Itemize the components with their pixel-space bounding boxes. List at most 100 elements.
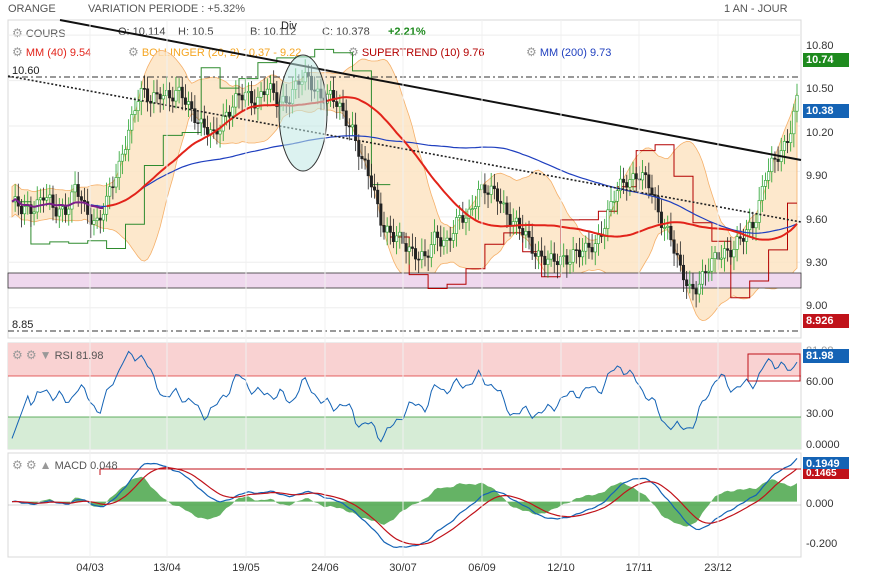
signal-tag: 0.1465 (803, 469, 849, 479)
candle-body (111, 186, 115, 189)
gear-icon[interactable]: ⚙ (348, 45, 359, 59)
rsi-label: RSI (54, 350, 73, 362)
candle-body (767, 171, 771, 181)
candle-body (663, 227, 667, 229)
candle-body (477, 188, 481, 207)
candle-body (369, 175, 373, 188)
macd-header: ⚙ ⚙ ▲ MACD 0.048 (12, 458, 118, 472)
candle-body (158, 93, 162, 100)
candle-body (641, 172, 645, 181)
candle-body (697, 283, 701, 295)
candle-body (442, 240, 446, 247)
candle-body (366, 159, 370, 177)
arrow-down-icon[interactable]: ▼ (39, 348, 52, 362)
candle-body (256, 96, 260, 109)
candle-body (218, 130, 222, 135)
bollinger-legend[interactable]: ⚙ BOLLINGER (20, 2) 10.37 - 9.22 (128, 45, 301, 59)
candle-body (32, 211, 36, 214)
candle-body (644, 172, 648, 176)
candle-body (577, 249, 581, 258)
candle-body (565, 255, 569, 265)
candle-body (606, 209, 610, 229)
candle-body (590, 247, 594, 253)
candle-body (508, 214, 512, 227)
candle-body (347, 125, 351, 128)
candle-body (615, 190, 619, 202)
candle-body (751, 221, 755, 229)
candle-body (502, 202, 506, 205)
candle-body (398, 231, 402, 237)
x-tick-label: 24/06 (311, 562, 339, 574)
y-tick: 10.20 (806, 127, 834, 139)
candle-body (237, 93, 241, 96)
candle-body (473, 206, 477, 209)
candle-body (259, 91, 263, 98)
candle-body (246, 91, 250, 94)
candle-body (29, 204, 33, 214)
candle-body (174, 90, 178, 102)
period-selector[interactable]: 1 AN - JOUR (724, 3, 788, 15)
candle-body (335, 101, 339, 107)
candle-body (376, 189, 380, 205)
x-tick-label: 12/10 (547, 562, 575, 574)
gear-icon[interactable]: ⚙ (128, 45, 139, 59)
candle-body (451, 233, 455, 241)
resistance-trendline (59, 19, 802, 161)
rsi-y-tick: 30.00 (806, 408, 834, 420)
candle-body (127, 129, 131, 150)
candle-body (757, 200, 761, 223)
candle-body (202, 118, 206, 128)
candle-body (719, 257, 723, 260)
candle-body (543, 255, 547, 265)
gear-icon[interactable]: ⚙ (12, 45, 23, 59)
candle-body (455, 217, 459, 234)
candle-body (92, 220, 96, 225)
mm200-legend-label: MM (200) 9.73 (539, 47, 612, 59)
candle-body (67, 208, 71, 215)
x-tick-label: 19/05 (232, 562, 260, 574)
settings-icon[interactable]: ⚙ (25, 458, 37, 472)
dividend-label: Div (281, 20, 297, 32)
candle-body (407, 246, 411, 252)
candle-body (426, 255, 430, 258)
candle-body (530, 236, 534, 254)
supertrend-legend[interactable]: ⚙ SUPERTREND (10) 9.76 (348, 45, 485, 59)
candle-body (574, 249, 578, 251)
candle-body (795, 94, 799, 112)
candle-body (60, 206, 64, 210)
candle-body (647, 174, 651, 189)
candle-body (328, 90, 332, 95)
candle-body (492, 185, 496, 190)
candle-body (467, 208, 471, 219)
y-tick: 10.50 (806, 83, 834, 95)
mm200-legend[interactable]: ⚙ MM (200) 9.73 (526, 45, 611, 59)
candle-body (45, 197, 49, 201)
candle-body (269, 83, 273, 90)
candle-body (180, 86, 184, 99)
candle-body (54, 207, 58, 217)
bollinger-band (11, 49, 798, 322)
macd-line (11, 458, 798, 549)
rsi-line (11, 350, 798, 443)
gear-icon[interactable]: ⚙ (12, 26, 23, 40)
candle-body (546, 258, 550, 265)
candle-body (656, 196, 660, 213)
candle-body (190, 101, 194, 109)
cours-label: COURS (25, 28, 66, 40)
candle-body (729, 250, 733, 258)
gear-icon[interactable]: ⚙ (12, 458, 23, 472)
gear-icon[interactable]: ⚙ (12, 348, 23, 362)
settings-icon[interactable]: ⚙ (25, 348, 37, 362)
mm40-legend[interactable]: ⚙ MM (40) 9.54 (12, 45, 91, 59)
candle-body (622, 178, 626, 183)
candle-body (741, 238, 745, 242)
arrow-up-icon[interactable]: ▲ (39, 458, 52, 472)
x-tick-marks (89, 20, 719, 557)
resistance-level-label: 10.60 (12, 65, 40, 77)
gear-icon[interactable]: ⚙ (526, 45, 537, 59)
candle-body (464, 217, 468, 223)
candle-body (363, 158, 367, 161)
candle-body (98, 217, 102, 221)
y-tick: 9.90 (806, 170, 828, 182)
